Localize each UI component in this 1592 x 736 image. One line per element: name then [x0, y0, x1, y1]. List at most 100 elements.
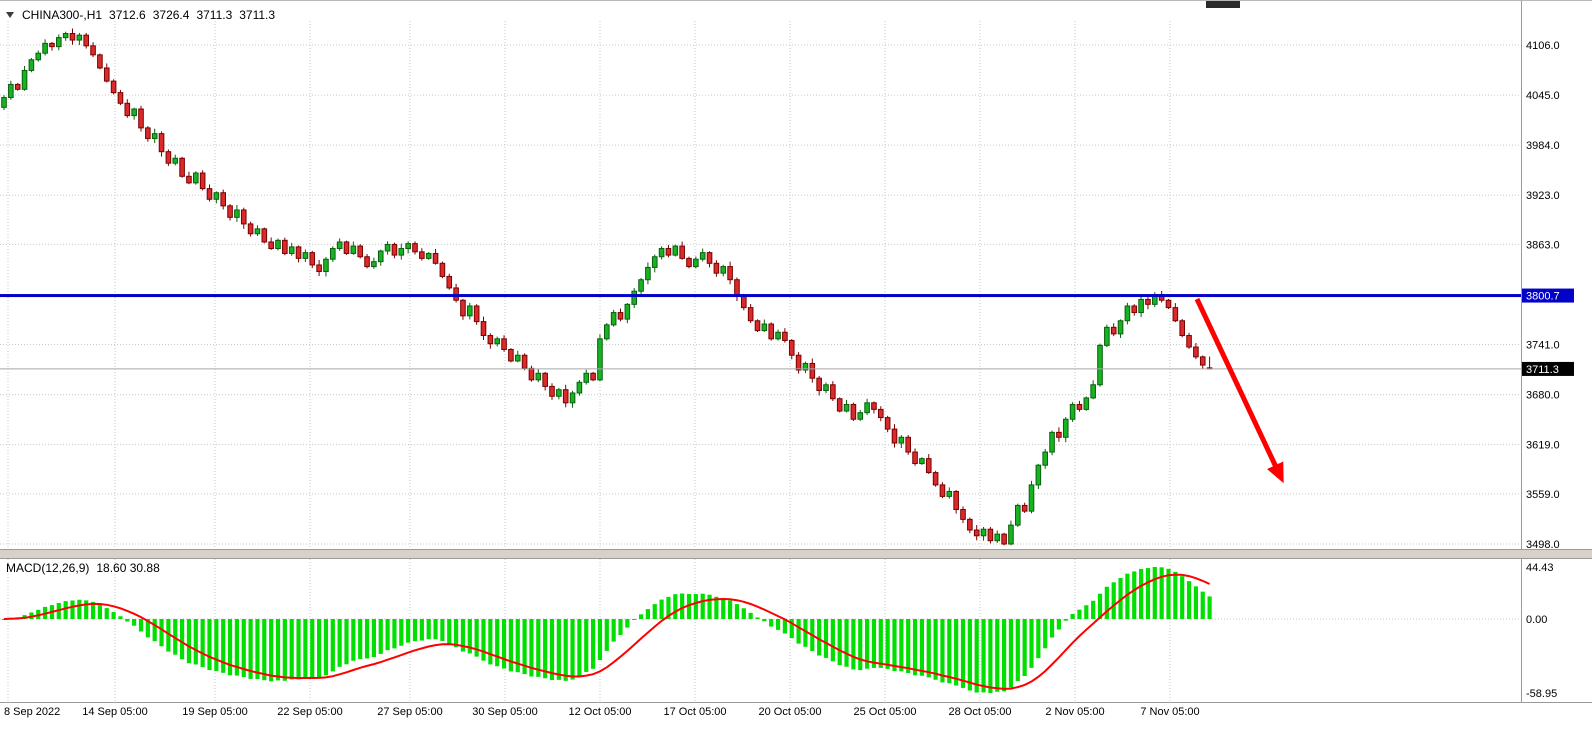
macd-bar [111, 612, 116, 619]
candle-body [706, 252, 713, 264]
candle-body [1193, 346, 1199, 358]
macd-bar [303, 619, 308, 678]
macd-bar [1193, 586, 1198, 619]
candle-body [199, 172, 206, 190]
candle-body [350, 245, 357, 254]
candle-body [905, 436, 912, 453]
candle-body [473, 305, 480, 323]
macd-tick-label: -58.95 [1526, 688, 1557, 700]
macd-bar [412, 619, 418, 642]
candle-body [131, 108, 137, 117]
macd-bar [885, 619, 890, 669]
candle-body [569, 392, 576, 404]
candle-body [494, 338, 500, 345]
macd-bar [570, 619, 575, 680]
macd-bar [652, 604, 657, 619]
candle-body [76, 34, 83, 41]
macd-bar [714, 596, 719, 619]
resistance-line[interactable] [0, 294, 1521, 298]
macd-name: MACD(12,26,9) [6, 561, 90, 575]
macd-bar [645, 609, 650, 619]
panel-divider[interactable] [0, 550, 1592, 558]
price-tick-label: 3863.0 [1526, 239, 1560, 251]
candle-body [864, 402, 870, 414]
quote-open: 3712.6 [109, 8, 146, 22]
candle-body [549, 385, 555, 397]
candle-body [90, 45, 96, 56]
macd-bar [1152, 567, 1157, 619]
macd-bar [323, 619, 329, 676]
macd-bar [728, 600, 733, 619]
time-tick-label: 17 Oct 05:00 [664, 706, 727, 718]
candle-body [364, 256, 370, 268]
candle-body [1090, 384, 1096, 399]
candle-body [62, 33, 69, 39]
macd-bar [830, 619, 835, 662]
macd-bar [132, 619, 137, 626]
macd-bar [762, 619, 767, 622]
candle-body [1179, 320, 1186, 337]
macd-bar [912, 619, 918, 676]
candle-body [891, 428, 898, 444]
macd-bar [659, 599, 664, 619]
candle-body [987, 528, 994, 542]
current-price-badge-label: 3711.3 [1526, 364, 1559, 376]
candle-body [302, 252, 309, 259]
candle-body [686, 257, 692, 268]
candle-body [775, 331, 781, 340]
candle-body [1165, 299, 1172, 309]
candle-body [836, 398, 843, 412]
macd-bar [940, 619, 945, 683]
candle-body [179, 157, 185, 177]
candle-body [377, 250, 384, 263]
macd-bar [419, 619, 424, 641]
macd-bar [563, 619, 568, 681]
macd-bar [1002, 619, 1007, 692]
time-tick-label: 20 Oct 05:00 [759, 706, 822, 718]
chart-shift-marker[interactable] [1206, 1, 1240, 8]
candle-body [617, 312, 624, 320]
candle-body [69, 33, 76, 41]
macd-bar [865, 619, 870, 669]
macd-bar [90, 601, 96, 619]
candle-body [514, 354, 521, 362]
candle-body [28, 59, 35, 71]
macd-bar [933, 619, 938, 680]
candle-body [604, 324, 610, 340]
macd-bar [700, 593, 705, 619]
macd-bar [289, 619, 294, 680]
candle-body [939, 484, 946, 497]
candle-body [508, 348, 514, 362]
macd-bar [892, 619, 897, 672]
candle-body [357, 245, 363, 258]
candle-body [295, 246, 302, 259]
macd-bar [351, 619, 356, 661]
chart-dropdown-icon[interactable] [6, 12, 14, 18]
macd-bar [296, 619, 301, 680]
macd-bar [501, 619, 507, 669]
candle-body [761, 323, 768, 332]
candle-body [151, 133, 158, 140]
candle-body [14, 83, 21, 90]
candle-body [83, 34, 90, 47]
macd-bar [152, 619, 157, 642]
time-tick-label: 14 Sep 05:00 [82, 706, 147, 718]
macd-bar [584, 619, 589, 672]
quote-high: 3726.4 [152, 8, 190, 22]
candle-body [631, 290, 638, 305]
macd-bar [371, 619, 376, 657]
macd-bar [974, 619, 979, 693]
macd-bar [364, 619, 370, 659]
candle-body [583, 372, 590, 383]
macd-bar [186, 619, 192, 664]
macd-bar [474, 619, 479, 657]
candle-body [651, 256, 658, 268]
macd-bar [1104, 586, 1109, 619]
candle-body [857, 412, 864, 420]
candle-body [227, 205, 233, 218]
macd-bar [344, 619, 349, 665]
candle-body [330, 248, 336, 260]
trend-arrow[interactable] [1194, 297, 1284, 484]
candle-body [919, 458, 925, 465]
